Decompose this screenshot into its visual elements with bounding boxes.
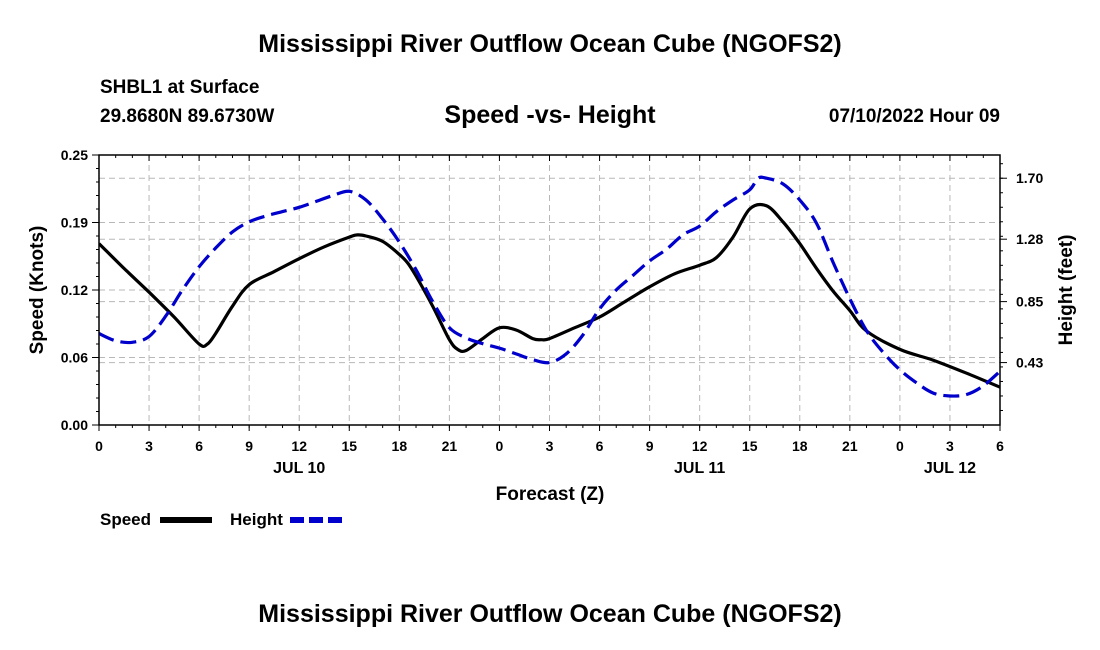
y-axis-right-label: Height (feet) xyxy=(1056,235,1077,346)
x-tick-label: 21 xyxy=(842,438,858,454)
date-label: JUL 10 xyxy=(273,460,325,477)
x-tick-label: 3 xyxy=(145,438,153,454)
y-right-tick-label: 1.70 xyxy=(1016,170,1043,186)
tick-labels: 0 3 6 9 12 15 18 21 0 3 6 9 12 15 18 21 0 3 6 JUL 10 JUL 11 J… xyxy=(61,147,1044,477)
legend: Speed Height xyxy=(100,510,342,529)
x-tick-label: 6 xyxy=(996,438,1004,454)
footer-title: Mississippi River Outflow Ocean Cube (NG… xyxy=(258,600,842,628)
x-tick-label: 21 xyxy=(442,438,458,454)
x-tick-label: 0 xyxy=(896,438,904,454)
legend-height-label: Height xyxy=(230,510,283,529)
x-tick-label: 18 xyxy=(392,438,408,454)
grid-lines xyxy=(99,155,1000,425)
y-left-tick-label: 0.12 xyxy=(61,282,88,298)
plot-frame xyxy=(98,154,1001,426)
series-layer xyxy=(99,175,1000,398)
y-left-tick-label: 0.06 xyxy=(61,350,88,366)
x-tick-label: 12 xyxy=(692,438,708,454)
datetime-label: 07/10/2022 Hour 09 xyxy=(828,106,1000,127)
x-tick-label: 18 xyxy=(792,438,808,454)
x-tick-label: 3 xyxy=(546,438,554,454)
y-right-tick-label: 0.43 xyxy=(1016,355,1043,371)
series-line-height xyxy=(99,175,1000,398)
y-left-tick-label: 0.25 xyxy=(61,147,88,163)
x-tick-label: 15 xyxy=(341,438,357,454)
y-left-tick-label: 0.00 xyxy=(61,417,88,433)
x-tick-label: 0 xyxy=(496,438,504,454)
x-tick-label: 6 xyxy=(195,438,203,454)
y-right-tick-label: 1.28 xyxy=(1016,231,1043,247)
x-tick-label: 9 xyxy=(646,438,654,454)
legend-speed-label: Speed xyxy=(100,510,151,529)
series-line-speed xyxy=(99,202,1000,389)
chart-subtitle: Speed -vs- Height xyxy=(444,101,656,129)
x-tick-label: 0 xyxy=(95,438,103,454)
x-axis-label: Forecast (Z) xyxy=(496,484,605,505)
location-label: 29.8680N 89.6730W xyxy=(100,106,275,127)
chart-title: Mississippi River Outflow Ocean Cube (NG… xyxy=(258,30,842,58)
y-right-tick-label: 0.85 xyxy=(1016,294,1043,310)
x-tick-label: 9 xyxy=(245,438,253,454)
x-tick-label: 15 xyxy=(742,438,758,454)
station-label: SHBL1 at Surface xyxy=(100,77,260,98)
x-tick-label: 3 xyxy=(946,438,954,454)
speed-height-chart: 0 3 6 9 12 15 18 21 0 3 6 9 12 15 18 21 0 3 6 JUL 10 JUL 11 J… xyxy=(27,147,1077,529)
date-label: JUL 12 xyxy=(924,460,976,477)
date-label: JUL 11 xyxy=(674,460,725,477)
x-tick-label: 12 xyxy=(291,438,307,454)
y-axis-left-label: Speed (Knots) xyxy=(27,226,48,355)
x-tick-label: 6 xyxy=(596,438,604,454)
y-left-tick-label: 0.19 xyxy=(61,215,88,231)
